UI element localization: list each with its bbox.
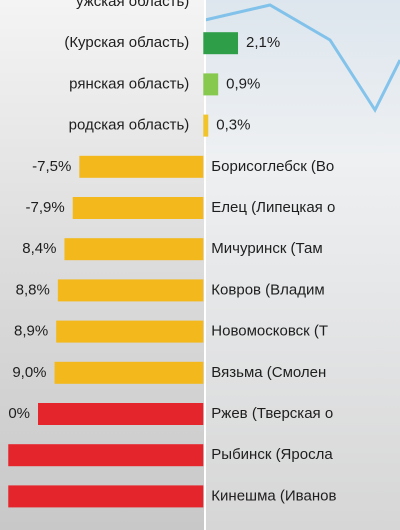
value-label: 0% <box>8 405 30 422</box>
category-label: ужская область) <box>76 0 189 10</box>
bar <box>203 114 209 137</box>
value-label: 9,0% <box>12 364 46 381</box>
category-label: рянская область) <box>69 75 189 92</box>
bar <box>72 197 204 219</box>
bar <box>8 485 204 508</box>
value-label: 8,4% <box>22 240 56 257</box>
value-label: 8,9% <box>14 323 48 340</box>
bar <box>54 361 204 384</box>
value-label: 8,8% <box>16 281 50 298</box>
background-left <box>0 0 205 530</box>
value-label: 2,1% <box>246 34 280 51</box>
value-label: 0,9% <box>226 75 260 92</box>
category-label: Новомосковск (Т <box>211 323 328 340</box>
category-label: Борисоглебск (Во <box>211 158 334 175</box>
category-label: Ковров (Владим <box>211 281 324 298</box>
bar <box>8 444 204 467</box>
category-label: Рыбинск (Яросла <box>211 446 333 463</box>
value-label: -7,9% <box>26 199 65 216</box>
category-label: Елец (Липецкая о <box>211 199 335 216</box>
bar <box>203 73 219 96</box>
category-label: родская область) <box>69 117 190 134</box>
category-label: Ржев (Тверская о <box>211 405 333 422</box>
bar <box>38 403 204 425</box>
bar <box>64 238 204 261</box>
value-label: 0,3% <box>216 117 250 134</box>
category-label: Вязьма (Смолен <box>211 364 326 381</box>
bar <box>203 32 239 55</box>
bar <box>56 320 204 343</box>
bar <box>79 155 204 178</box>
category-label: Кинешма (Иванов <box>211 487 336 504</box>
category-label: Мичуринск (Там <box>211 240 322 257</box>
category-label: (Курская область) <box>64 34 189 51</box>
background-right <box>205 0 400 530</box>
value-label: -7,5% <box>32 158 71 175</box>
decor-line <box>204 3 400 114</box>
bar <box>57 279 204 302</box>
